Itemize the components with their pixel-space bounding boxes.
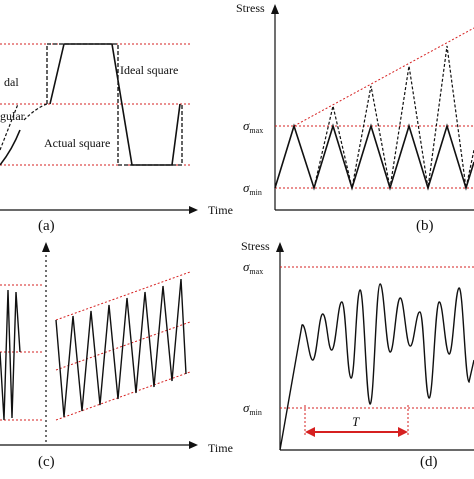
- panel-b-sigma-min: σmin: [243, 180, 262, 197]
- panel-a-caption: (a): [38, 218, 55, 234]
- sinusoidal-wave-fragment: [0, 129, 21, 166]
- panel-d: Stress σmax σmin T (d): [241, 239, 474, 470]
- panel-a-label-ideal-square: Ideal square: [120, 63, 178, 77]
- panel-c-separator-arrow-icon: [42, 242, 50, 252]
- panel-b-constant-wave: [274, 123, 474, 191]
- panel-a-x-axis-arrow-icon: [189, 206, 198, 214]
- panel-b-y-axis-arrow-icon: [271, 4, 279, 14]
- panel-d-y-axis-label: Stress: [241, 239, 270, 253]
- panel-d-sigma-max: σmax: [243, 259, 263, 276]
- panel-d-period-label: T: [352, 414, 360, 429]
- panel-d-period-arrowhead-left-icon: [305, 427, 315, 437]
- panel-d-period-arrowhead-right-icon: [398, 427, 408, 437]
- panel-c-right-guide-bottom: [55, 371, 191, 421]
- panel-c-x-axis-arrow-icon: [189, 441, 198, 449]
- panel-c-x-axis-label: Time: [208, 441, 233, 455]
- panel-d-y-axis-arrow-icon: [276, 242, 284, 252]
- panel-b-increasing-wave: [313, 45, 474, 189]
- panel-c-right-wave: [55, 278, 187, 418]
- ideal-square-wave: [46, 43, 183, 166]
- panel-a-label-actual-square: Actual square: [44, 136, 110, 150]
- panel-c-caption: (c): [38, 454, 55, 470]
- panel-a-label-triangular: gular: [0, 109, 25, 123]
- panel-a-x-axis-label: Time: [208, 203, 233, 217]
- panel-c: Time (c): [0, 242, 233, 470]
- panel-b-y-axis-label: Stress: [236, 1, 265, 15]
- panel-d-random-wave: [279, 283, 474, 451]
- panel-a-label-sinusoidal: dal: [4, 75, 19, 89]
- panel-b-guide-rising: [293, 27, 474, 127]
- panel-b-sigma-max: σmax: [243, 118, 263, 135]
- panel-d-caption: (d): [420, 454, 438, 470]
- panel-b: Stress σmax σmin (b): [236, 1, 474, 234]
- panel-c-left-wave: [0, 289, 21, 421]
- panel-b-caption: (b): [416, 218, 434, 234]
- panel-a: dal gular Ideal square Actual square Tim…: [0, 43, 233, 234]
- panel-c-right-guide-top: [55, 271, 191, 321]
- panel-d-sigma-min: σmin: [243, 400, 262, 417]
- actual-square-wave: [49, 43, 181, 166]
- triangular-wave-fragment: [0, 103, 48, 151]
